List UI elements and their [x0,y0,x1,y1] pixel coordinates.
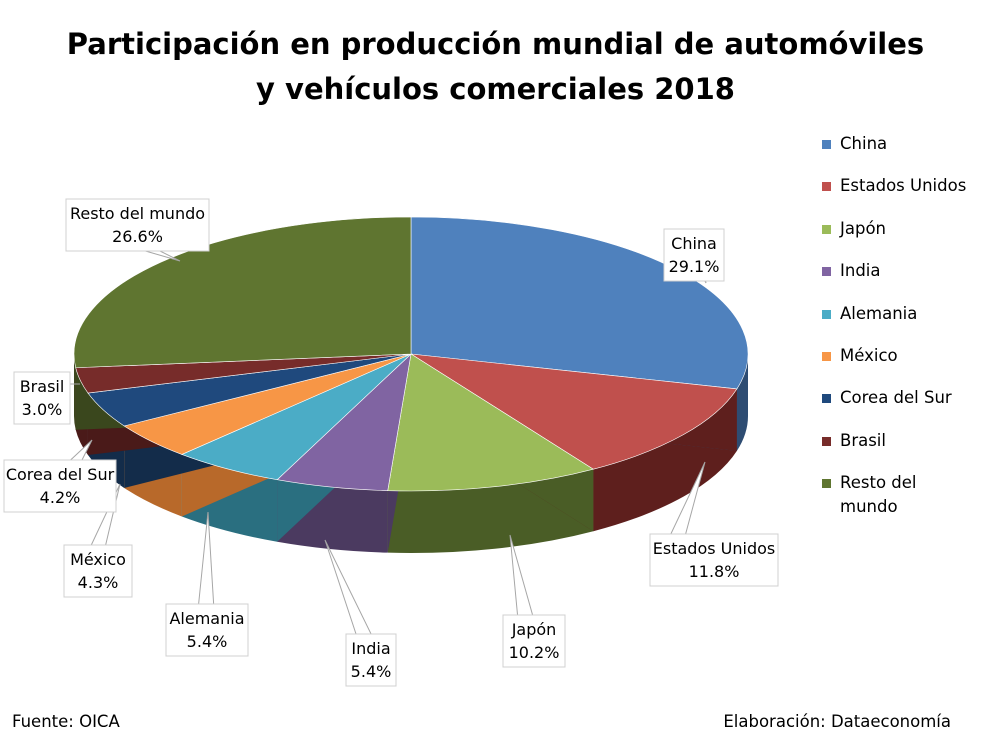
data-label-value-6: 4.2% [40,488,81,507]
data-label-leader-4 [197,511,215,611]
pie-tops [73,216,749,492]
data-label-value-3: 5.4% [351,662,392,681]
credit-note: Elaboración: Dataeconomía [723,712,951,731]
pie-slice-8 [73,216,412,369]
data-label-value-8: 26.6% [112,227,163,246]
data-label-value-7: 3.0% [22,400,63,419]
legend-label-6: Corea del Sur [840,388,952,408]
legend-swatch-4 [822,309,831,319]
data-label-box-3 [345,633,397,687]
legend-label-2: Japón [840,218,887,238]
pie-slice-2 [387,353,595,492]
data-label-box-4 [165,603,249,657]
legend-label-8: Resto del mundo [840,473,917,517]
legend-swatch-6 [822,394,831,404]
legend-label-4: Alemania [840,303,918,323]
legend-item-5: México [822,344,987,386]
pie-slice-1 [410,353,738,470]
data-label-leader-8 [141,249,181,262]
legend-swatch-5 [822,351,831,361]
legend-item-0: China [822,132,987,174]
legend-swatch-2 [822,224,831,234]
data-label-3: India 5.4% [324,539,397,687]
data-label-category-6: Corea del Sur [6,465,115,484]
data-label-category-3: India [351,639,390,658]
data-labels: China 29.1% Estados Unidos 11.8% Japón 10.2% I… [3,198,779,687]
data-label-category-8: Resto del mundo [70,204,205,223]
data-label-leader-2 [509,534,535,621]
legend-item-4: Alemania [822,302,987,344]
legend-label-0: China [840,134,888,153]
data-label-4: Alemania 5.4% [165,511,249,657]
data-label-box-5 [63,544,133,598]
data-label-5: México 4.3% [63,483,133,598]
data-label-category-0: China [671,234,717,253]
pie-side-0 [736,354,748,451]
data-label-box-6 [3,459,117,513]
legend-swatch-1 [822,182,831,192]
chart-title-line-1: Participación en producción mundial de a… [66,27,925,61]
pie-side-8 [74,354,76,430]
legend-item-8: Resto del mundo [822,471,987,516]
data-label-value-2: 10.2% [509,643,560,662]
legend: China Estados Unidos Japón India Alemania Méx… [822,132,987,516]
data-label-category-1: Estados Unidos [653,539,775,558]
data-label-7: Brasil 3.0% [13,371,80,425]
data-label-1: Estados Unidos 11.8% [649,461,779,587]
chart-title: Participación en producción mundial de a… [0,22,991,112]
data-label-0: China 29.1% [663,228,725,284]
data-label-box-7 [13,371,71,425]
data-label-box-1 [649,533,779,587]
legend-item-1: Estados Unidos [822,174,987,216]
legend-swatch-7 [822,436,831,446]
data-label-value-0: 29.1% [669,257,720,276]
legend-item-6: Corea del Sur [822,386,987,428]
legend-item-7: Brasil [822,429,987,471]
data-label-box-8 [65,198,210,252]
data-label-leader-3 [324,539,375,641]
legend-label-5: México [840,345,898,365]
data-label-box-0 [663,228,725,282]
legend-label-3: India [840,261,881,281]
data-label-box-2 [502,614,566,668]
legend-label-1: Estados Unidos [840,176,967,196]
data-label-8: Resto del mundo 26.6% [65,198,210,262]
data-label-value-4: 5.4% [187,632,228,651]
data-label-category-7: Brasil [20,377,65,396]
legend-swatch-8 [822,479,831,489]
legend-item-2: Japón [822,217,987,259]
data-label-2: Japón 10.2% [502,534,566,668]
data-label-value-1: 11.8% [689,562,740,581]
data-label-category-2: Japón [511,620,557,639]
source-note: Fuente: OICA [12,712,120,731]
legend-swatch-0 [822,140,831,149]
data-label-category-5: México [70,550,126,569]
data-label-6: Corea del Sur 4.2% [3,439,117,513]
legend-item-3: India [822,259,987,301]
legend-label-7: Brasil [840,430,886,450]
data-label-value-5: 4.3% [78,573,119,592]
chart-title-line-2: y vehículos comerciales 2018 [256,72,735,106]
data-label-category-4: Alemania [169,609,244,628]
legend-swatch-3 [822,267,831,277]
